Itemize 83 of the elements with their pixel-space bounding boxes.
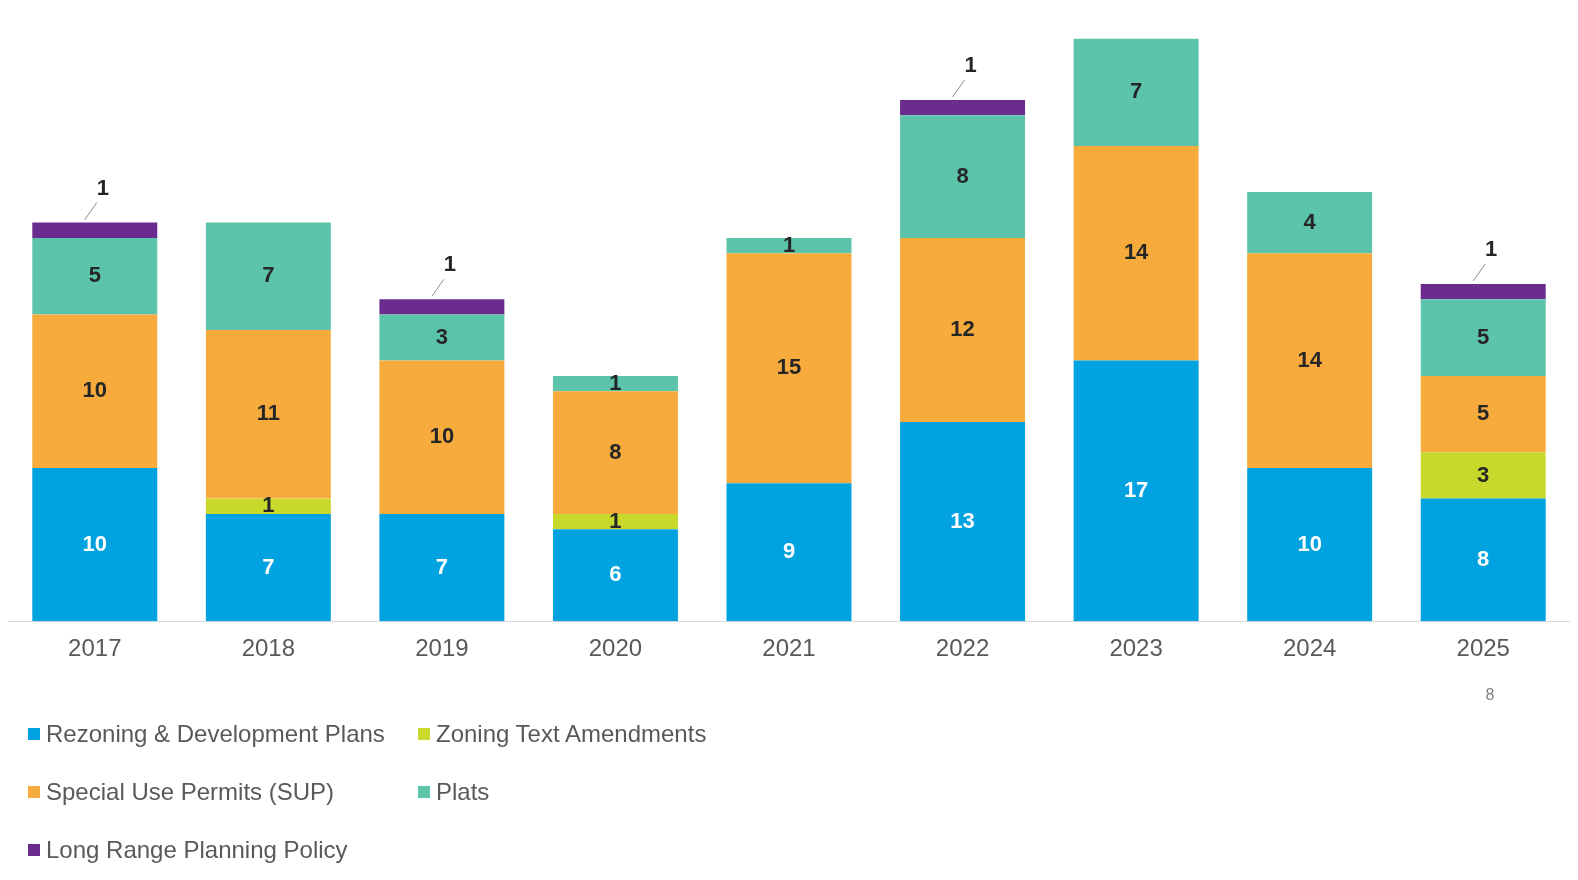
data-label: 12 (950, 315, 975, 341)
bar (1073, 38, 1199, 146)
bar (1420, 283, 1546, 300)
data-label: 5 (88, 262, 101, 288)
data-label: 1 (262, 492, 275, 518)
data-label: 1 (96, 174, 109, 200)
data-label: 7 (1129, 78, 1143, 104)
legend-label: Rezoning & Development Plans (46, 720, 385, 748)
bar (379, 513, 505, 622)
data-label: 1 (609, 369, 622, 395)
data-label: 8 (956, 162, 969, 188)
data-label: 8 (609, 438, 622, 464)
bar (1247, 253, 1373, 468)
legend-label: Special Use Permits (SUP) (46, 778, 335, 806)
bar (32, 467, 158, 622)
data-label: 10 (429, 423, 455, 449)
bar (1073, 360, 1199, 622)
data-label: 5 (1477, 400, 1490, 426)
data-label: 1 (609, 507, 622, 533)
bar (32, 237, 158, 315)
data-label: 13 (950, 507, 975, 533)
bar (900, 421, 1026, 622)
data-label: 14 (1123, 239, 1150, 265)
x-tick-label: 2025 (1456, 634, 1510, 662)
bar (726, 483, 852, 622)
bar (1420, 299, 1546, 376)
data-label: 8 (1477, 545, 1490, 571)
x-tick-label: 2018 (241, 634, 296, 662)
bar (205, 513, 331, 622)
data-label: 1 (1485, 236, 1498, 261)
bar (379, 299, 505, 315)
data-label: 10 (82, 530, 108, 556)
bar (205, 329, 331, 499)
data-label: 7 (262, 262, 275, 288)
bar (32, 314, 158, 468)
bar (900, 115, 1026, 238)
data-label: 1 (782, 231, 796, 257)
bar (1420, 498, 1546, 622)
x-tick-label: 2020 (588, 634, 643, 662)
x-tick-label: 2021 (762, 634, 816, 662)
bar (205, 498, 331, 514)
bar (1247, 191, 1373, 254)
bar (379, 314, 505, 361)
x-tick-label: 2017 (68, 634, 122, 662)
bar (1247, 467, 1373, 622)
bar (379, 360, 505, 514)
bar (1420, 375, 1546, 453)
data-label: 14 (1297, 346, 1323, 372)
data-label: 10 (82, 377, 108, 403)
data-label: 10 (1297, 530, 1322, 556)
data-label: 17 (1123, 476, 1149, 502)
bar (552, 375, 678, 392)
bar (900, 99, 1026, 116)
bar (552, 513, 678, 530)
data-label: 11 (256, 400, 280, 426)
bar (552, 391, 678, 514)
data-label: 1 (964, 52, 977, 78)
data-label: 3 (1477, 461, 1490, 487)
data-label: 7 (435, 553, 449, 579)
bar (1073, 145, 1199, 361)
data-label: 4 (1303, 208, 1317, 234)
x-tick-label: 2022 (935, 634, 990, 662)
data-label: 7 (262, 553, 275, 579)
bar (552, 529, 678, 622)
legend-label: Long Range Planning Policy (46, 836, 348, 864)
bar (32, 222, 158, 238)
text: 8 (1485, 686, 1495, 704)
data-label: 9 (782, 538, 796, 564)
data-label: 1 (443, 251, 457, 277)
bar (900, 237, 1026, 422)
data-label: 6 (609, 561, 622, 587)
data-label: 5 (1477, 323, 1490, 349)
x-tick-label: 2019 (415, 634, 469, 662)
bar (726, 237, 852, 254)
bar (1420, 452, 1546, 499)
legend-label: Plats (436, 778, 490, 806)
data-label: 15 (776, 354, 802, 380)
bar (726, 253, 852, 484)
bar (205, 222, 331, 330)
data-label: 3 (435, 323, 449, 349)
x-tick-label: 2023 (1109, 634, 1163, 662)
legend-label: Zoning Text Amendments (436, 720, 707, 748)
x-tick-label: 2024 (1282, 634, 1337, 662)
